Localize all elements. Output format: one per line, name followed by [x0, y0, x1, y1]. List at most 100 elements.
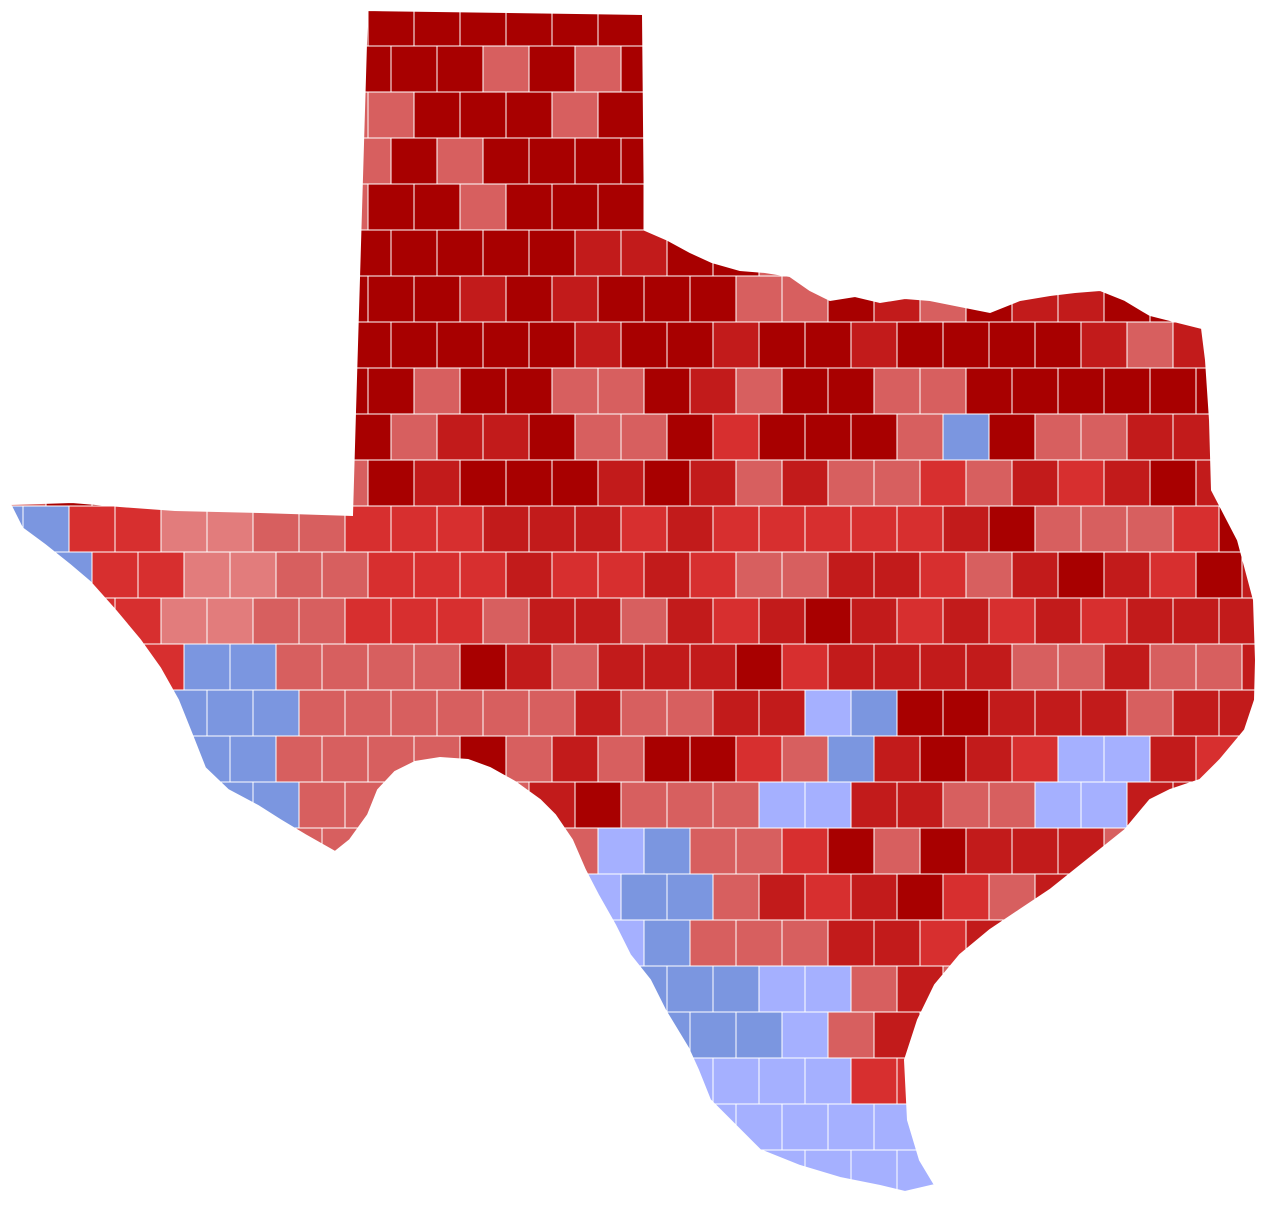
- county: [850, 229, 898, 277]
- county: [1241, 10, 1256, 47]
- county: [988, 781, 1036, 829]
- county: [91, 367, 139, 415]
- county: [988, 137, 1036, 185]
- county: [781, 91, 829, 139]
- county: [321, 91, 369, 139]
- county: [229, 735, 277, 783]
- county: [528, 1057, 576, 1105]
- county: [344, 321, 392, 369]
- county: [735, 1011, 783, 1059]
- county: [988, 873, 1036, 921]
- county: [1034, 137, 1082, 185]
- county: [781, 10, 829, 47]
- county: [183, 10, 231, 47]
- county: [804, 1057, 852, 1105]
- county: [1080, 321, 1128, 369]
- county: [735, 367, 783, 415]
- county: [1034, 781, 1082, 829]
- county: [10, 643, 47, 691]
- county: [1080, 45, 1128, 93]
- county: [413, 459, 461, 507]
- county: [321, 1103, 369, 1151]
- county: [1057, 827, 1105, 875]
- county: [1126, 873, 1174, 921]
- county: [643, 1011, 691, 1059]
- county: [965, 183, 1013, 231]
- county: [160, 321, 208, 369]
- county: [942, 137, 990, 185]
- county: [413, 919, 461, 967]
- county: [344, 137, 392, 185]
- county: [368, 1196, 414, 1215]
- county: [827, 91, 875, 139]
- county: [689, 827, 737, 875]
- county: [620, 321, 668, 369]
- county: [528, 689, 576, 737]
- county: [413, 10, 461, 47]
- county: [321, 10, 369, 47]
- county: [827, 10, 875, 47]
- county: [321, 735, 369, 783]
- county: [896, 965, 944, 1013]
- county: [896, 321, 944, 369]
- county: [10, 321, 24, 369]
- county: [344, 229, 392, 277]
- county: [1057, 459, 1105, 507]
- county: [367, 643, 415, 691]
- county: [68, 689, 116, 737]
- county: [942, 873, 990, 921]
- county: [1241, 367, 1256, 415]
- county: [574, 597, 622, 645]
- county: [114, 229, 162, 277]
- county: [505, 827, 553, 875]
- county: [10, 137, 24, 185]
- county: [275, 919, 323, 967]
- county: [597, 827, 645, 875]
- county: [114, 781, 162, 829]
- county: [344, 689, 392, 737]
- county: [712, 1057, 760, 1105]
- county: [22, 1057, 70, 1105]
- county: [344, 413, 392, 461]
- county: [183, 643, 231, 691]
- county: [1126, 137, 1174, 185]
- county: [322, 1196, 368, 1215]
- county: [689, 1103, 737, 1151]
- county: [505, 735, 553, 783]
- county: [1172, 229, 1220, 277]
- county: [22, 689, 70, 737]
- county: [712, 137, 760, 185]
- county: [1057, 643, 1105, 691]
- county: [1058, 1196, 1104, 1215]
- county: [1241, 919, 1256, 967]
- county: [873, 91, 921, 139]
- county: [68, 965, 116, 1013]
- county: [298, 229, 346, 277]
- county: [482, 1149, 530, 1192]
- county: [252, 689, 300, 737]
- county: [275, 551, 323, 599]
- county: [1034, 1057, 1082, 1105]
- county: [597, 91, 645, 139]
- county: [114, 137, 162, 185]
- county: [528, 597, 576, 645]
- county: [988, 1057, 1036, 1105]
- county: [344, 1057, 392, 1105]
- county: [690, 1196, 736, 1215]
- county: [91, 735, 139, 783]
- county: [206, 965, 254, 1013]
- county: [45, 10, 93, 47]
- county: [1103, 919, 1151, 967]
- county: [229, 275, 277, 323]
- county: [160, 413, 208, 461]
- county: [321, 919, 369, 967]
- county: [781, 367, 829, 415]
- county: [735, 919, 783, 967]
- county: [91, 919, 139, 967]
- county: [574, 689, 622, 737]
- county: [321, 459, 369, 507]
- county: [1218, 413, 1256, 461]
- county: [482, 321, 530, 369]
- county: [252, 781, 300, 829]
- county: [459, 1011, 507, 1059]
